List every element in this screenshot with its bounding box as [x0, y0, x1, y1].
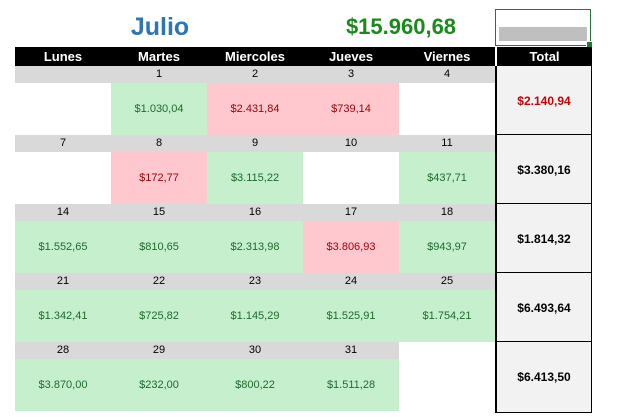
- amount-cell[interactable]: $3.806,93: [303, 221, 399, 273]
- amount-cell[interactable]: $3.870,00: [15, 359, 111, 411]
- amount-cell[interactable]: $1.552,65: [15, 221, 111, 273]
- date-cell[interactable]: 29: [111, 342, 207, 359]
- date-cell[interactable]: 14: [15, 204, 111, 221]
- amount-cell[interactable]: [303, 152, 399, 204]
- day-header-1: Martes: [111, 47, 207, 66]
- weekly-total-column: [495, 66, 592, 413]
- total-separator: [497, 341, 591, 342]
- date-cell[interactable]: 2: [207, 66, 303, 83]
- amount-cell[interactable]: [399, 83, 495, 135]
- amount-cell[interactable]: $232,00: [111, 359, 207, 411]
- week-total[interactable]: $6.413,50: [517, 369, 571, 384]
- date-cell[interactable]: 7: [15, 135, 111, 152]
- day-header-4: Viernes: [399, 47, 495, 66]
- date-cell[interactable]: 3: [303, 66, 399, 83]
- date-cell[interactable]: [15, 66, 111, 83]
- amount-cell[interactable]: $2.313,98: [207, 221, 303, 273]
- amount-cell[interactable]: [15, 152, 111, 204]
- day-header-3: Jueves: [303, 47, 399, 66]
- total-separator: [497, 134, 591, 135]
- amount-cell[interactable]: $943,97: [399, 221, 495, 273]
- amount-cell[interactable]: [399, 342, 495, 411]
- amount-cell[interactable]: $1.525,91: [303, 290, 399, 342]
- total-header: Total: [495, 47, 592, 66]
- amount-cell[interactable]: $725,82: [111, 290, 207, 342]
- date-cell[interactable]: 10: [303, 135, 399, 152]
- date-cell[interactable]: 25: [399, 273, 495, 290]
- amount-cell[interactable]: $739,14: [303, 83, 399, 135]
- date-cell[interactable]: 9: [207, 135, 303, 152]
- date-cell[interactable]: 15: [111, 204, 207, 221]
- amount-cell[interactable]: $1.342,41: [15, 290, 111, 342]
- day-header-2: Miercoles: [207, 47, 303, 66]
- date-cell[interactable]: 4: [399, 66, 495, 83]
- date-cell[interactable]: 17: [303, 204, 399, 221]
- selected-cell[interactable]: [495, 9, 593, 48]
- total-separator: [497, 272, 591, 273]
- amount-cell[interactable]: $810,65: [111, 221, 207, 273]
- week-total[interactable]: $6.493,64: [517, 300, 571, 315]
- date-cell[interactable]: 18: [399, 204, 495, 221]
- day-header-0: Lunes: [15, 47, 111, 66]
- amount-cell[interactable]: $800,22: [207, 359, 303, 411]
- amount-cell[interactable]: $1.030,04: [111, 83, 207, 135]
- week-total[interactable]: $1.814,32: [517, 231, 571, 246]
- total-separator: [497, 203, 591, 204]
- amount-cell[interactable]: $3.115,22: [207, 152, 303, 204]
- date-cell[interactable]: 1: [111, 66, 207, 83]
- amount-cell[interactable]: $1.754,21: [399, 290, 495, 342]
- grand-total: $15.960,68: [345, 14, 457, 39]
- week-total[interactable]: $2.140,94: [517, 93, 571, 108]
- amount-cell[interactable]: [15, 83, 111, 135]
- date-cell[interactable]: 24: [303, 273, 399, 290]
- date-cell[interactable]: 21: [15, 273, 111, 290]
- week-total[interactable]: $3.380,16: [517, 162, 571, 177]
- date-cell[interactable]: 22: [111, 273, 207, 290]
- amount-cell[interactable]: $2.431,84: [207, 83, 303, 135]
- date-cell[interactable]: 28: [15, 342, 111, 359]
- amount-cell[interactable]: $1.145,29: [207, 290, 303, 342]
- date-cell[interactable]: 23: [207, 273, 303, 290]
- amount-cell[interactable]: $1.511,28: [303, 359, 399, 411]
- date-cell[interactable]: 30: [207, 342, 303, 359]
- amount-cell[interactable]: $172,77: [111, 152, 207, 204]
- date-cell[interactable]: 16: [207, 204, 303, 221]
- selected-cell-fill: [499, 27, 587, 41]
- date-cell[interactable]: 8: [111, 135, 207, 152]
- date-cell[interactable]: 31: [303, 342, 399, 359]
- month-title: Julio: [130, 13, 190, 41]
- date-cell[interactable]: 11: [399, 135, 495, 152]
- amount-cell[interactable]: $437,71: [399, 152, 495, 204]
